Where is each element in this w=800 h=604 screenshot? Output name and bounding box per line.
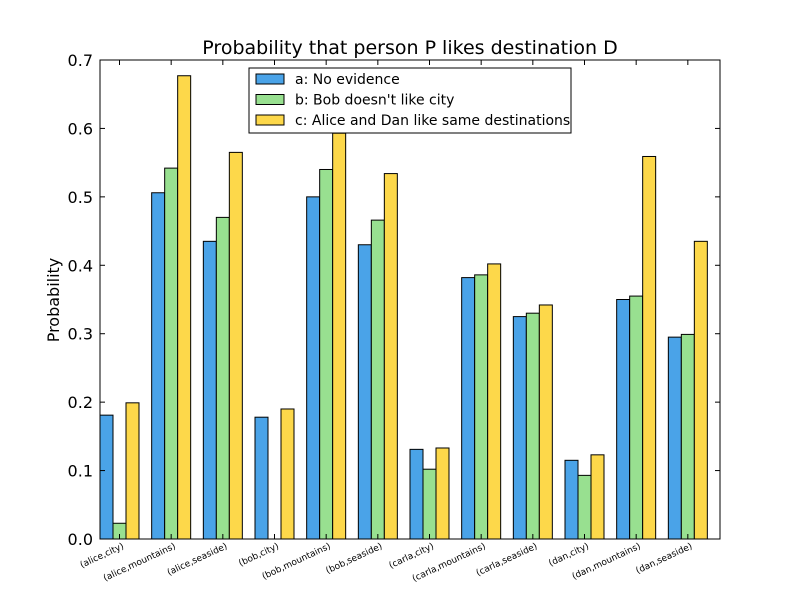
x-tick-label: (bob,seaside) [325, 542, 385, 577]
y-tick-label: 0.7 [68, 51, 93, 70]
bar-1-1 [99, 414, 114, 540]
bar-3-9 [538, 304, 553, 540]
y-tick-label: 0.4 [68, 256, 93, 275]
y-tick-label: 0.1 [68, 462, 93, 481]
chart-title: Probability that person P likes destinat… [202, 37, 617, 59]
y-axis-label: Probability [44, 258, 63, 343]
bar-3-7 [435, 447, 450, 540]
y-tick-label: 0.5 [68, 188, 93, 207]
legend-label-3: c: Alice and Dan like same destinations [295, 113, 570, 129]
plot-area-frame [99, 59, 721, 540]
bar-1-6 [357, 244, 372, 540]
bar-2-12 [680, 333, 695, 540]
x-tick-label: (dan,seaside) [635, 542, 695, 577]
bar-2-9 [525, 312, 540, 540]
legend-swatch-3 [255, 114, 285, 126]
y-axis-ticks: 0.0 0.1 0.2 0.3 0.4 0.5 0.6 0.7 [68, 51, 720, 549]
bar-2-7 [422, 468, 437, 540]
y-tick-label: 0.6 [68, 119, 93, 138]
bar-1-4 [254, 416, 269, 540]
bar-3-5 [332, 132, 347, 540]
legend-label-2: b: Bob doesn't like city [295, 93, 454, 109]
bar-2-11 [629, 295, 644, 540]
legend-box [248, 67, 572, 134]
legend-label-1: a: No evidence [295, 72, 400, 88]
bar-1-9 [512, 316, 527, 540]
legend: a: No evidence b: Bob doesn't like city c:… [248, 67, 572, 134]
bar-1-8 [461, 277, 476, 540]
bar-1-5 [306, 196, 321, 540]
bars-group [99, 75, 708, 540]
bar-2-3 [215, 216, 230, 540]
bar-2-5 [319, 168, 334, 540]
legend-swatch-2 [255, 94, 285, 105]
bar-3-10 [590, 454, 605, 540]
bar-3-2 [177, 75, 192, 540]
legend-swatch-1 [255, 73, 285, 85]
bar-2-2 [164, 167, 179, 540]
bar-3-3 [228, 151, 243, 540]
bar-3-4 [280, 408, 295, 540]
bar-2-10 [577, 474, 592, 540]
bar-1-7 [409, 448, 424, 540]
bar-3-12 [693, 240, 708, 540]
bar-3-1 [125, 402, 140, 540]
bar-1-11 [616, 299, 631, 540]
bar-1-2 [151, 192, 166, 540]
bar-2-8 [474, 274, 489, 540]
y-tick-label: 0.3 [68, 325, 93, 344]
bar-3-11 [642, 155, 657, 540]
x-tick-label: (bob,city) [237, 542, 280, 569]
x-tick-label: (dan,city) [547, 542, 590, 569]
bar-1-12 [667, 336, 682, 540]
bar-3-8 [487, 263, 502, 540]
bar-2-6 [370, 219, 385, 540]
y-tick-label: 0.0 [68, 530, 93, 549]
bar-1-10 [564, 459, 579, 540]
bar-1-3 [202, 240, 217, 540]
bar-3-6 [383, 173, 398, 540]
y-tick-label: 0.2 [68, 393, 93, 412]
